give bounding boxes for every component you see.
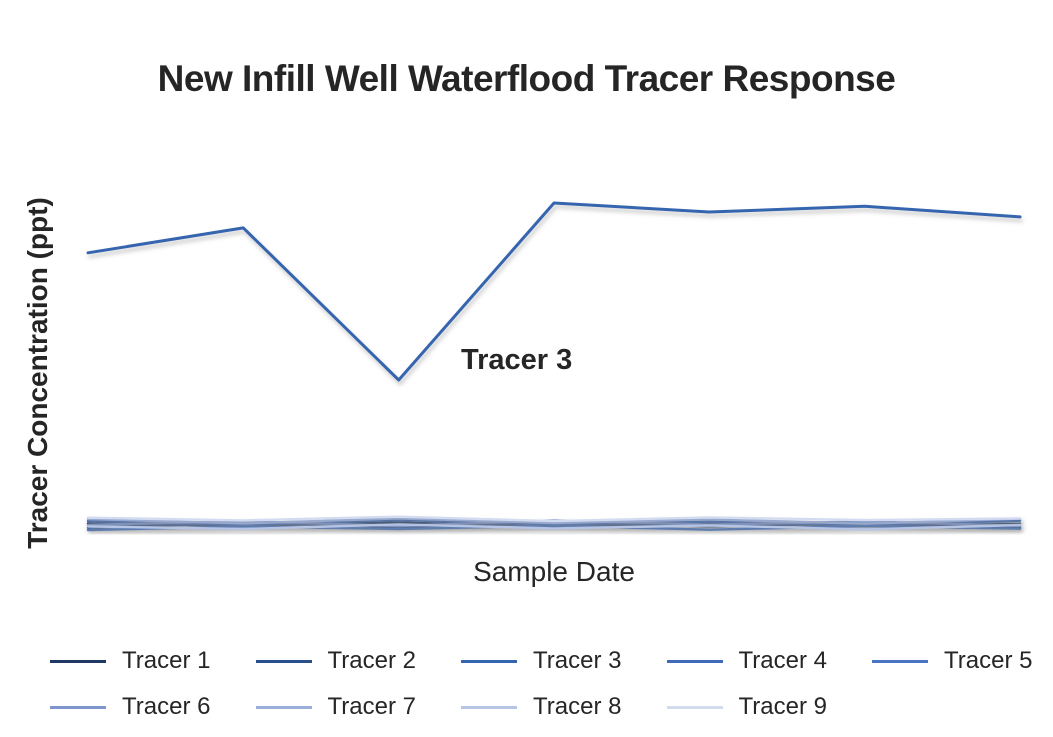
legend-swatch-icon [666,659,723,663]
legend-swatch-icon [461,659,517,663]
tracer-3-annotation: Tracer 3 [461,344,573,376]
series-line-tracer-9 [86,515,1022,523]
legend-label: Tracer 9 [738,693,827,720]
legend-item-tracer-5: Tracer 5 [872,647,1053,675]
series-line-tracer-3 [86,201,1022,382]
legend-label: Tracer 5 [944,647,1033,674]
legend-item-tracer-7: Tracer 7 [255,693,462,721]
legend-row-2: Tracer 6 Tracer 7 Tracer 8 Tracer 9 [50,684,1053,730]
legend-item-tracer-1: Tracer 1 [50,647,256,675]
series-line-tracer-8 [86,523,1022,531]
legend-swatch-icon [50,705,106,709]
legend-item-tracer-2: Tracer 2 [255,647,462,675]
legend-row-1: Tracer 1 Tracer 2 Tracer 3 Tracer 4 Tracer 5 [50,638,1053,684]
legend-label: Tracer 2 [327,647,416,674]
y-axis-label: Tracer Concentration (ppt) [22,197,53,549]
legend-swatch-icon [461,705,517,709]
legend-label: Tracer 6 [122,693,211,720]
legend-label: Tracer 3 [533,647,622,674]
legend-item-tracer-8: Tracer 8 [461,693,667,721]
legend-label: Tracer 8 [533,693,622,720]
legend-item-tracer-4: Tracer 4 [666,647,873,675]
legend-swatch-icon [50,659,106,663]
legend-label: Tracer 1 [122,647,211,674]
legend-label: Tracer 7 [327,693,416,720]
legend-swatch-icon [666,705,723,709]
legend-item-tracer-3: Tracer 3 [461,647,667,675]
series-line-tracer-7 [86,517,1022,525]
legend-item-tracer-9: Tracer 9 [666,693,873,721]
chart-legend: Tracer 1 Tracer 2 Tracer 3 Tracer 4 Tracer 5… [50,638,1053,730]
legend-swatch-icon [872,659,928,663]
series-line-tracer-5 [86,524,1022,532]
legend-swatch-icon [255,659,312,663]
legend-swatch-icon [255,705,312,709]
legend-item-tracer-6: Tracer 6 [50,693,256,721]
chart-title: New Infill Well Waterflood Tracer Respon… [157,58,896,99]
x-axis-label: Sample Date [473,556,635,587]
legend-label: Tracer 4 [738,647,827,674]
